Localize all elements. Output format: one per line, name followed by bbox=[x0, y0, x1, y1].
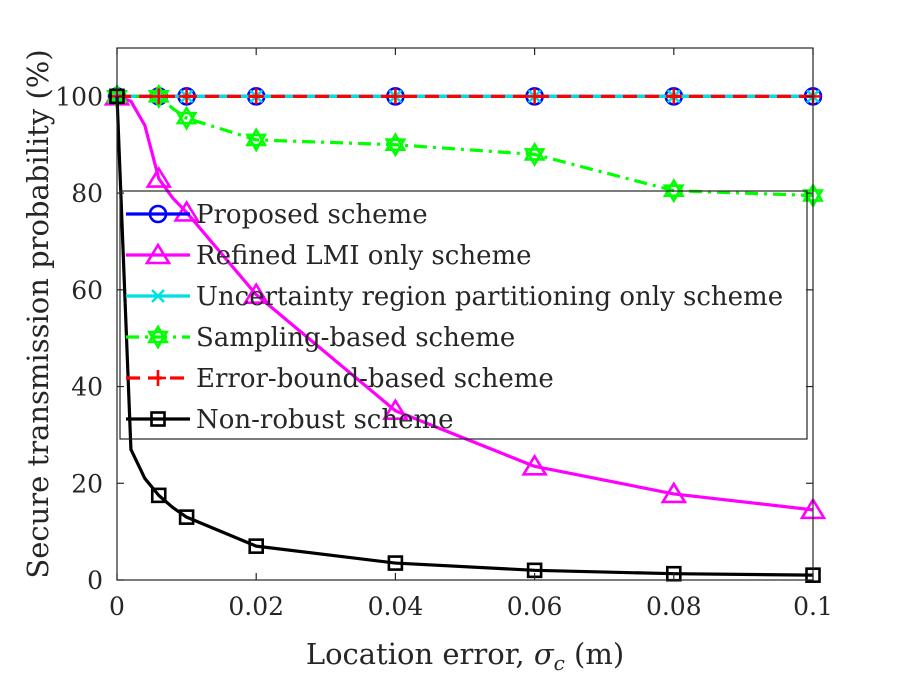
legend-label-1: Refined LMI only scheme bbox=[196, 241, 532, 271]
data-point-4-5 bbox=[526, 88, 543, 105]
x-tick-label-3: 0.06 bbox=[507, 592, 563, 621]
legend-label-3: Sampling-based scheme bbox=[196, 323, 515, 353]
x-axis-label-main: Location error, bbox=[306, 637, 534, 671]
x-tick-label-5: 0.1 bbox=[793, 592, 833, 621]
legend-entry-3: Sampling-based scheme bbox=[126, 323, 515, 353]
data-point-1-6 bbox=[660, 481, 688, 504]
legend-entry-0: Proposed scheme bbox=[126, 200, 428, 230]
y-tick-label-1: 20 bbox=[71, 469, 103, 498]
y-tick-label-2: 40 bbox=[71, 373, 103, 402]
legend-swatch-marker-5 bbox=[150, 411, 166, 427]
data-point-1-5 bbox=[521, 453, 548, 476]
legend-swatch-marker-3-inner bbox=[147, 330, 169, 350]
legend-entry-2: Uncertainty region partitioning only sch… bbox=[126, 282, 783, 312]
legend-label-2: Uncertainty region partitioning only sch… bbox=[196, 282, 783, 312]
data-point-4-2 bbox=[178, 88, 195, 105]
legend-entry-5: Non-robust scheme bbox=[126, 405, 454, 435]
data-point-5-3 bbox=[248, 538, 264, 554]
data-point-1-2 bbox=[173, 199, 200, 222]
legend-label-4: Error-bound-based scheme bbox=[196, 364, 554, 394]
data-point-3-5 bbox=[523, 141, 546, 161]
y-tick-label-3: 60 bbox=[71, 276, 103, 305]
data-point-3-3-inner bbox=[245, 133, 268, 153]
data-point-1-3 bbox=[242, 282, 270, 304]
data-point-1-1 bbox=[145, 166, 173, 188]
legend-swatch-marker-3 bbox=[147, 324, 169, 344]
data-point-3-6-inner bbox=[662, 184, 685, 204]
data-point-3-4 bbox=[384, 132, 407, 152]
x-tick-label-4: 0.08 bbox=[646, 592, 702, 621]
data-point-5-2 bbox=[178, 509, 195, 525]
data-point-3-6 bbox=[662, 178, 685, 197]
data-point-5-1 bbox=[150, 487, 167, 504]
data-point-3-3 bbox=[245, 127, 268, 147]
series-layer bbox=[103, 83, 827, 583]
x-tick-label-0: 0 bbox=[109, 592, 125, 621]
legend-label-0: Proposed scheme bbox=[196, 200, 428, 230]
x-axis-label-subscript: c bbox=[554, 651, 565, 673]
data-point-5-4 bbox=[387, 555, 404, 571]
legend: Proposed scheme Refined LMI only scheme Un… bbox=[119, 190, 808, 440]
plot-background bbox=[117, 48, 813, 580]
legend-box bbox=[119, 190, 808, 440]
data-point-3-5-inner bbox=[523, 148, 546, 168]
x-axis-label: Location error, σc (m) bbox=[306, 637, 624, 673]
series-line-3 bbox=[117, 94, 814, 198]
data-point-3-4-inner bbox=[384, 138, 407, 158]
data-point-1-4 bbox=[382, 398, 409, 421]
y-tick-label-0: 0 bbox=[87, 566, 103, 595]
legend-swatch-marker-2 bbox=[151, 289, 165, 303]
data-point-3-2-inner bbox=[175, 111, 198, 131]
series-line-5 bbox=[115, 96, 814, 577]
legend-entry-4: Error-bound-based scheme bbox=[126, 364, 554, 394]
y-tick-label-4: 80 bbox=[71, 179, 103, 208]
legend-swatch-marker-4 bbox=[150, 370, 166, 386]
legend-label-5: Non-robust scheme bbox=[196, 405, 454, 435]
data-point-4-3 bbox=[248, 88, 265, 105]
data-point-4-1 bbox=[150, 88, 167, 105]
y-axis-label: Secure transmission probability (%) bbox=[21, 49, 55, 578]
plot-frame bbox=[116, 47, 814, 581]
x-axis-label-unit: (m) bbox=[565, 637, 624, 671]
data-point-4-4 bbox=[387, 88, 404, 105]
data-point-3-2 bbox=[175, 105, 198, 125]
legend-swatch-marker-0 bbox=[148, 204, 168, 224]
legend-swatch-marker-1 bbox=[144, 242, 172, 265]
axes: 0 0.02 0.04 0.06 0.08 0.1 0 20 40 60 80 100 bbox=[55, 47, 833, 621]
legend-entry-1: Refined LMI only scheme bbox=[126, 241, 532, 271]
data-point-4-6 bbox=[665, 88, 682, 105]
y-tick-label-5: 100 bbox=[55, 82, 103, 111]
x-axis-label-symbol: σ bbox=[534, 637, 555, 671]
x-tick-label-1: 0.02 bbox=[228, 592, 284, 621]
x-tick-label-2: 0.04 bbox=[368, 592, 424, 621]
